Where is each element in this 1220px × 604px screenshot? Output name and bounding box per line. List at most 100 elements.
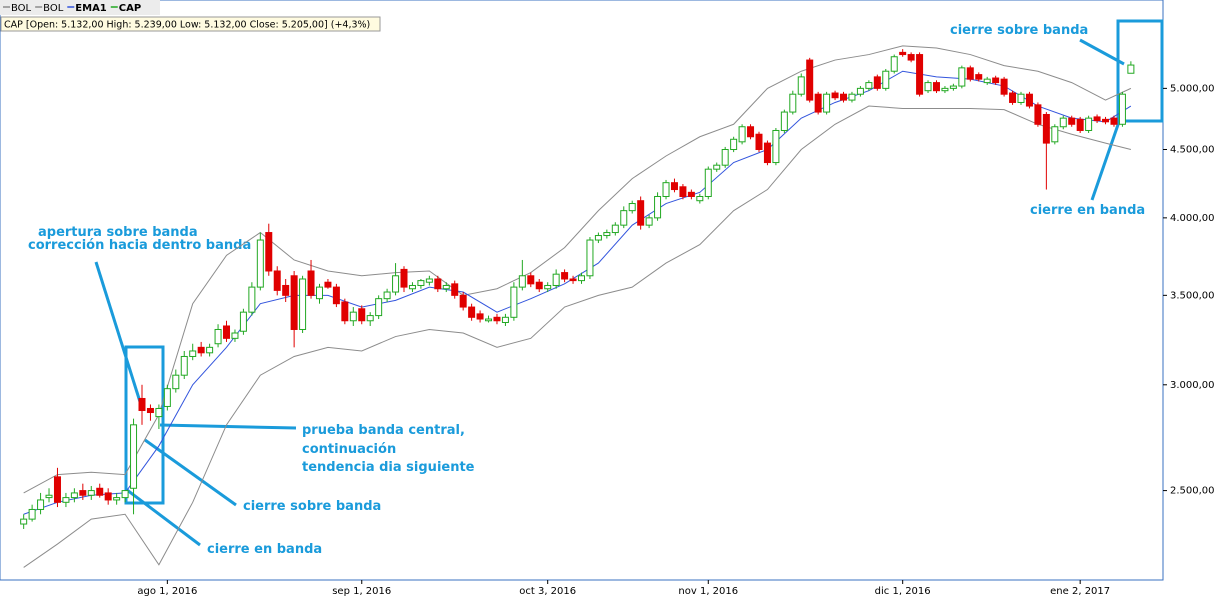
arrows (94, 38, 1125, 547)
candle-body (138, 397, 146, 411)
candle-body (45, 494, 53, 499)
candle-body (273, 270, 281, 291)
candle-body (1102, 118, 1110, 123)
candle-body (1051, 126, 1059, 143)
candle-body (1076, 118, 1084, 131)
candle-body (628, 203, 636, 212)
candle-body (485, 318, 493, 322)
candle-body (1000, 78, 1008, 95)
x-tick-label: ene 2, 2017 (1050, 586, 1110, 597)
candle-body (611, 224, 619, 234)
candle-body (155, 407, 163, 418)
candle-body (637, 200, 645, 226)
y-tick-label: 3.500,00 (1170, 290, 1215, 301)
arrow (1090, 115, 1123, 201)
candle-body (814, 93, 822, 113)
candle-body (392, 275, 400, 293)
candle-body (1042, 113, 1050, 144)
candle-body (248, 286, 256, 313)
candle-body (197, 346, 205, 354)
line-series (23, 45, 1132, 494)
legend-bar (0, 0, 160, 15)
candle-body (949, 85, 957, 89)
candle-body (797, 76, 805, 95)
candle-body (180, 355, 188, 376)
candle-body (696, 195, 704, 202)
candle-body (958, 67, 966, 87)
arrow (159, 423, 297, 430)
candle-body (594, 235, 602, 241)
candle-body (206, 346, 214, 354)
legend-label: EMA1 (75, 3, 107, 14)
candle-body (747, 126, 755, 138)
candle-body (586, 239, 594, 277)
candle-body (1093, 116, 1101, 122)
candle-body (400, 268, 408, 288)
candle-body (1025, 93, 1033, 107)
candle-body (552, 273, 560, 286)
candle-body (924, 82, 932, 92)
candle-body (189, 350, 197, 357)
candle-body (375, 298, 383, 317)
candle-body (738, 126, 746, 143)
candle-body (578, 275, 585, 282)
candle-body (214, 328, 222, 345)
candle-body (1034, 104, 1042, 125)
candle-body (349, 311, 357, 322)
candle-body (670, 182, 678, 191)
candle-body (704, 168, 712, 197)
candle-body (282, 284, 290, 296)
candle-body (315, 286, 323, 300)
annotation: cierre en banda (1030, 203, 1145, 218)
candle-body (755, 133, 763, 151)
candle-body (53, 476, 61, 503)
highlight-box (1116, 19, 1164, 123)
candle-body (848, 93, 856, 101)
candle-body (434, 278, 442, 290)
candle-body (882, 70, 890, 89)
annotation: prueba banda central, (302, 423, 465, 438)
candle-body (20, 518, 28, 525)
candle-body (239, 311, 247, 332)
candle-body (966, 67, 974, 80)
candle-body (1118, 93, 1126, 125)
candle-body (831, 92, 839, 99)
candle-body (713, 164, 721, 170)
candle-body (468, 306, 476, 318)
arrow (1079, 38, 1125, 66)
candle-body (544, 284, 552, 290)
candle-body (1110, 117, 1118, 125)
candle-body (772, 129, 780, 164)
candle-body (104, 492, 112, 501)
candle-body (1017, 93, 1025, 103)
annotation: cierre en banda (207, 542, 322, 557)
candle-body (121, 490, 129, 499)
y-tick-label: 2.500,00 (1170, 486, 1215, 497)
candle-body (96, 487, 104, 496)
candle-body (730, 138, 738, 151)
x-tick-label: nov 1, 2016 (678, 586, 738, 597)
candle-body (899, 51, 907, 56)
candle-body (603, 232, 611, 237)
arrow (94, 261, 143, 406)
y-tick-label: 4.500,00 (1170, 145, 1215, 156)
candle-body (907, 54, 915, 61)
candle-body (806, 59, 814, 101)
annotation: cierre sobre banda (243, 499, 381, 514)
y-tick-label: 5.000,00 (1170, 83, 1215, 94)
candle-body (130, 424, 138, 489)
candle-body (87, 490, 95, 496)
candle-body (780, 111, 788, 131)
candle-body (79, 490, 87, 496)
candle-body (1085, 117, 1093, 131)
candle-body (789, 93, 797, 113)
candle-body (501, 316, 509, 323)
candle-body (146, 407, 154, 414)
candle-body (62, 497, 70, 503)
candle-body (451, 283, 459, 296)
candle-body (941, 87, 949, 92)
candle-body (983, 78, 991, 84)
candle-body (662, 182, 670, 197)
candle-body (172, 374, 180, 390)
annotation: apertura sobre banda (38, 225, 198, 240)
